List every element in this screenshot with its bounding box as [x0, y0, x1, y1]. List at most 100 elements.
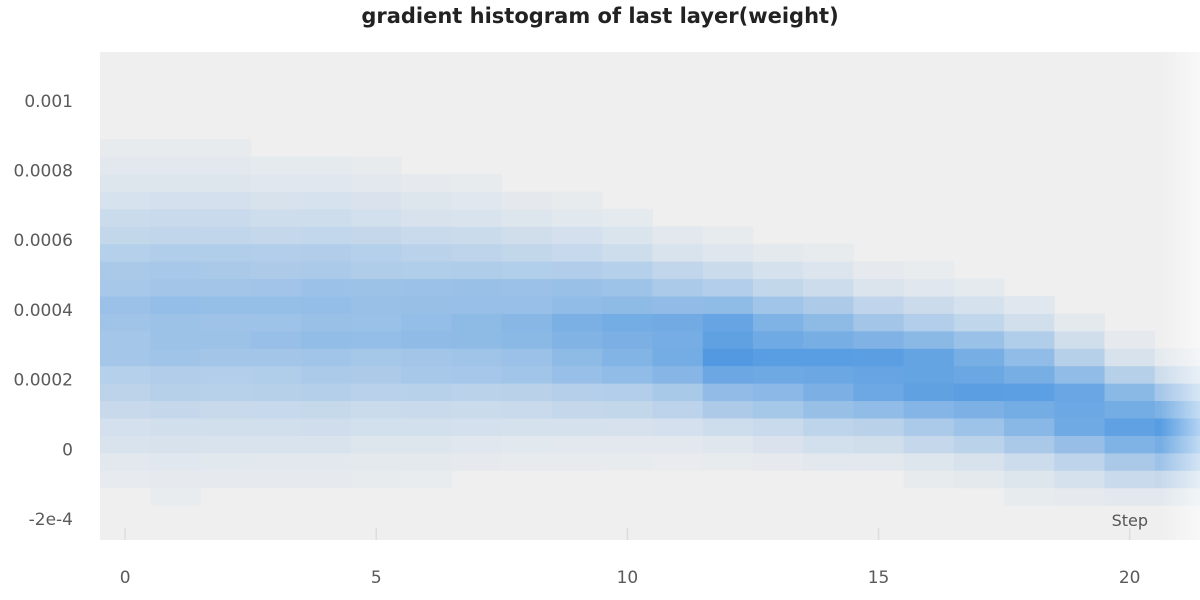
heatmap-cell [150, 418, 201, 436]
right-edge-fade [1160, 52, 1200, 540]
heatmap-cell [1104, 418, 1156, 436]
heatmap-cell [803, 330, 854, 349]
heatmap-cell [300, 435, 352, 454]
heatmap-cell [100, 330, 151, 349]
heatmap-cell [401, 383, 453, 402]
heatmap-cell [150, 487, 201, 506]
x-tick-label: 20 [1119, 568, 1141, 588]
heatmap-cell [1104, 435, 1156, 454]
heatmap-cell [602, 278, 654, 297]
heatmap-cell [702, 435, 754, 454]
heatmap-cell [150, 278, 201, 297]
heatmap-cell [752, 313, 804, 332]
heatmap-cell [100, 470, 151, 489]
heatmap-cell [100, 313, 151, 332]
heatmap-cell [702, 365, 754, 384]
heatmap-cell [752, 261, 804, 280]
heatmap-cell [652, 226, 704, 245]
heatmap-cell [552, 348, 603, 367]
heatmap-cell [150, 313, 201, 332]
heatmap-cell [552, 296, 603, 314]
heatmap-cell [401, 452, 453, 471]
x-axis: 0 5 10 15 20 [120, 528, 1141, 588]
heatmap-cell [200, 139, 252, 158]
heatmap-cell [501, 452, 553, 471]
heatmap-cell [652, 452, 704, 471]
heatmap-cell [200, 330, 252, 349]
heatmap-cell [100, 452, 151, 471]
heatmap-cell [501, 383, 553, 402]
heatmap-cell [300, 418, 352, 436]
heatmap-cell [1104, 330, 1156, 349]
heatmap-cell [953, 313, 1005, 332]
heatmap-cell [150, 383, 201, 402]
heatmap-cell [451, 261, 503, 280]
heatmap-cell [803, 383, 854, 402]
heatmap-cell [552, 261, 603, 280]
heatmap-cell [150, 139, 201, 158]
heatmap-cell [752, 348, 804, 367]
heatmap-cell [300, 226, 352, 245]
heatmap-cell [803, 278, 854, 297]
heatmap-cell [150, 435, 201, 454]
heatmap-cell [200, 383, 252, 402]
heatmap-cell [451, 208, 503, 227]
heatmap-cell [401, 365, 453, 384]
y-tick-label: 0.0004 [14, 301, 73, 321]
heatmap-cells [100, 139, 1200, 506]
heatmap-cell [300, 313, 352, 332]
heatmap-cell [200, 226, 252, 245]
heatmap-cell [250, 156, 302, 175]
heatmap-cell [652, 383, 704, 402]
heatmap-cell [602, 208, 654, 227]
heatmap-cell [702, 330, 754, 349]
heatmap-cell [451, 278, 503, 297]
heatmap-cell [602, 296, 654, 314]
heatmap-cell [250, 330, 302, 349]
heatmap-cell [250, 348, 302, 367]
heatmap-cell [1054, 418, 1106, 436]
heatmap-cell [300, 330, 352, 349]
heatmap-cell [1054, 330, 1106, 349]
heatmap-cell [602, 261, 654, 280]
heatmap-cell [702, 313, 754, 332]
heatmap-cell [100, 296, 151, 314]
heatmap-cell [752, 400, 804, 419]
heatmap-cell [300, 296, 352, 314]
heatmap-cell [1104, 400, 1156, 419]
heatmap-cell [501, 435, 553, 454]
heatmap-cell [401, 348, 453, 367]
heatmap-cell [100, 348, 151, 367]
heatmap-cell [501, 226, 553, 245]
heatmap-cell [803, 435, 854, 454]
heatmap-cell [200, 365, 252, 384]
heatmap-cell [300, 365, 352, 384]
heatmap-cell [552, 208, 603, 227]
heatmap-cell [552, 243, 603, 262]
heatmap-cell [602, 226, 654, 245]
heatmap-cell [100, 243, 151, 262]
heatmap-cell [903, 418, 955, 436]
heatmap-cell [200, 435, 252, 454]
heatmap-cell [300, 243, 352, 262]
heatmap-cell [250, 365, 302, 384]
heatmap-cell [401, 400, 453, 419]
heatmap-cell [351, 278, 402, 297]
heatmap-cell [150, 243, 201, 262]
heatmap-cell [702, 226, 754, 245]
heatmap-cell [351, 191, 402, 210]
heatmap-cell [150, 365, 201, 384]
y-tick-label: 0.0008 [14, 162, 73, 182]
heatmap-cell [250, 191, 302, 210]
heatmap-cell [401, 174, 453, 192]
heatmap-cell [1004, 418, 1055, 436]
heatmap-cell [150, 400, 201, 419]
heatmap-cell [501, 191, 553, 210]
heatmap-cell [853, 365, 905, 384]
heatmap-cell [652, 243, 704, 262]
x-tick-label: 5 [371, 568, 382, 588]
heatmap-cell [351, 470, 402, 489]
heatmap-cell [351, 261, 402, 280]
heatmap-cell [401, 208, 453, 227]
heatmap-cell [552, 435, 603, 454]
